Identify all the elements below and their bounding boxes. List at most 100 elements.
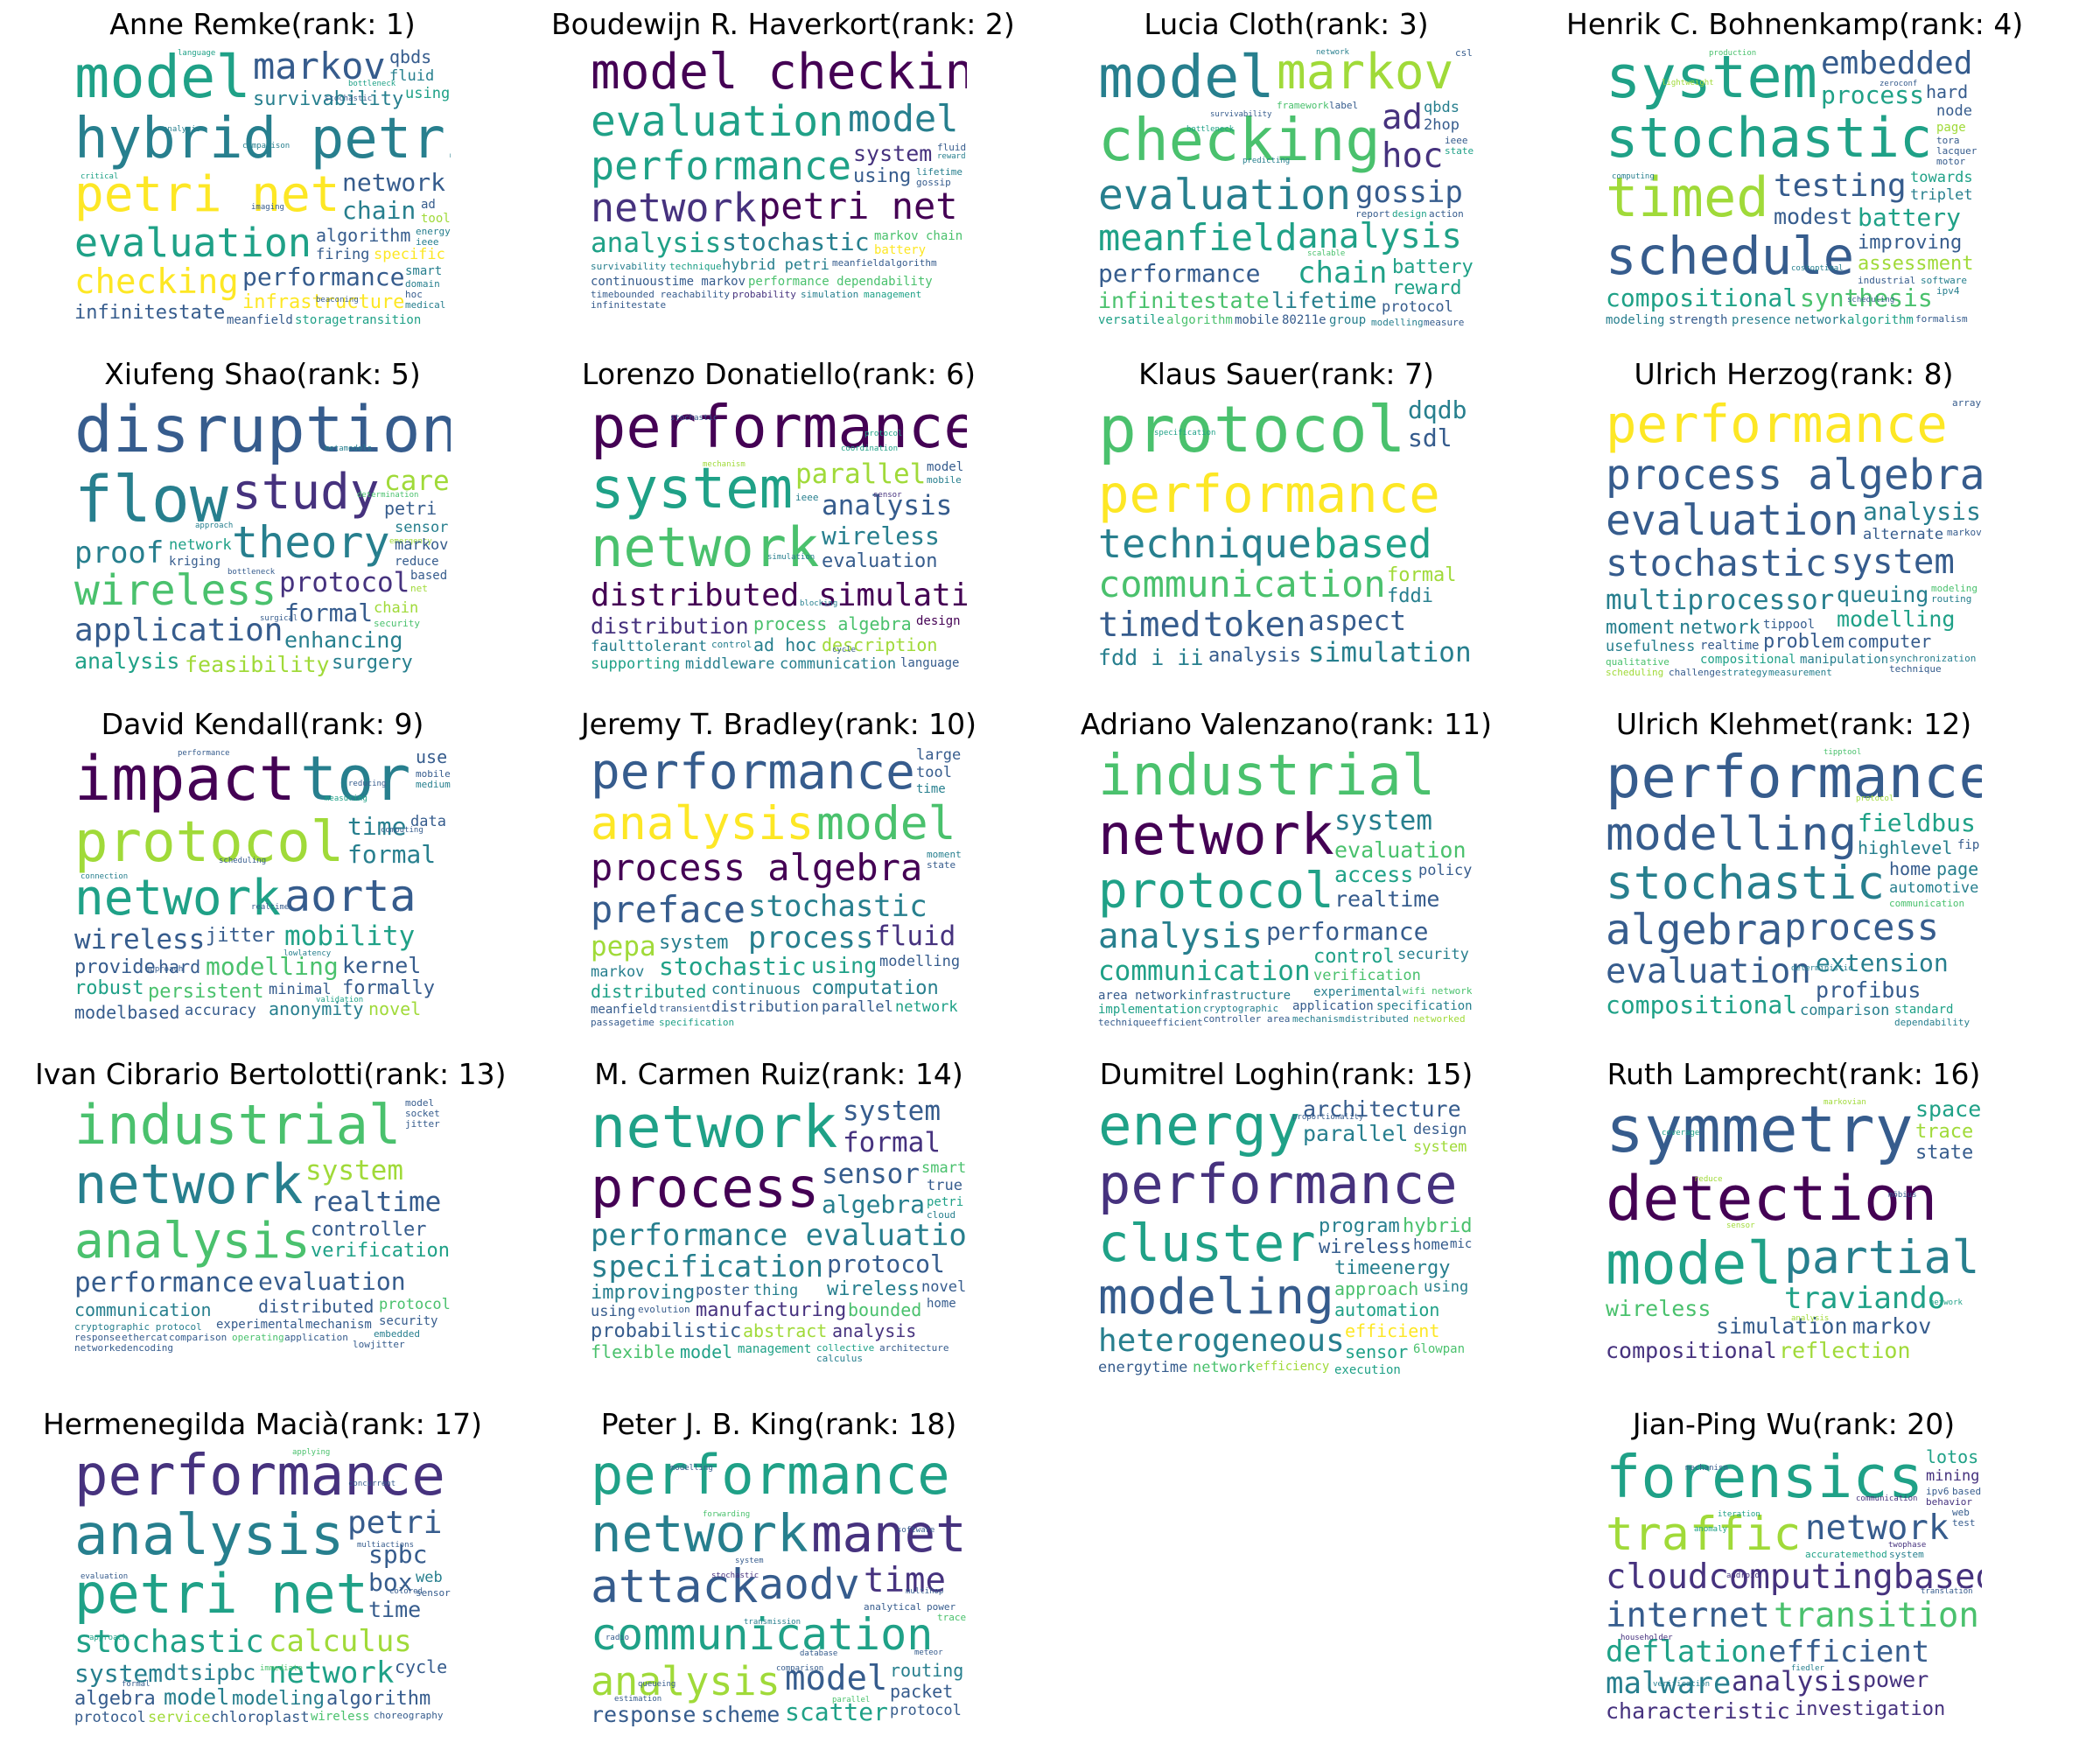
cloud-word: stochastic: [1606, 542, 1827, 584]
cloud-word: tipptool: [1824, 748, 1862, 757]
cloud-word: tool: [916, 764, 952, 781]
cloud-word: wifi network: [1403, 985, 1473, 997]
cloud-word: box: [368, 1568, 413, 1597]
cloud-word: continuous: [711, 981, 802, 998]
author-wordcloud-panel: Jian-Ping Wu(rank: 20) forensics traffic cl…: [1566, 1404, 2021, 1737]
author-wordcloud-panel: Klaus Sauer(rank: 7) protocol performance t…: [1059, 354, 1514, 687]
cloud-word: design: [1392, 208, 1427, 220]
panel-title: Anne Remke(rank: 1): [109, 7, 416, 41]
cloud-word: fluid: [937, 142, 967, 153]
cloud-word: kernel: [342, 953, 422, 978]
panel-title: Dumitrel Loghin(rank: 15): [1099, 1057, 1474, 1091]
cloud-word: parallel: [795, 458, 927, 490]
cloud-word: timed: [1606, 165, 1769, 229]
cloud-word: towards: [1910, 169, 1973, 186]
cloud-word: persistent: [148, 981, 264, 1003]
word-cloud: symmetry detection model partial traviando wi…: [1606, 1098, 1982, 1378]
cloud-word: protocol: [827, 1250, 945, 1278]
word-cloud: performance analysis model process algebra p…: [591, 748, 967, 1028]
cloud-word: efficient: [1345, 1320, 1440, 1341]
cloud-word: simulation: [767, 553, 816, 562]
cloud-word: realtime: [1334, 886, 1440, 912]
cloud-word: cloudcomputingbased: [1606, 1558, 1982, 1597]
cloud-word: standard: [1894, 1003, 1954, 1017]
cloud-word: performance: [242, 262, 405, 291]
cloud-word: wireless: [1319, 1236, 1411, 1258]
cloud-word: networked: [74, 1342, 127, 1354]
cloud-word: timed: [1098, 606, 1201, 645]
cloud-word: testing: [1774, 168, 1907, 204]
cloud-word: disruption: [74, 398, 451, 467]
cloud-word: performance: [591, 143, 852, 189]
cloud-word: hoc: [1382, 136, 1444, 176]
cloud-word: modeling: [1098, 1269, 1334, 1326]
cloud-word: modeling: [232, 1688, 325, 1710]
cloud-word: model: [405, 1098, 435, 1109]
cloud-word: implementation: [1098, 1003, 1202, 1017]
cloud-word: area network: [1098, 989, 1187, 1003]
cloud-word: network: [1193, 1359, 1256, 1376]
cloud-word: embedded: [374, 1328, 420, 1340]
cloud-word: flow: [74, 463, 228, 537]
cloud-word: jitter: [405, 1118, 440, 1130]
cloud-word: analysis: [163, 125, 201, 134]
cloud-word: metamodels: [325, 444, 373, 453]
cloud-word: system: [305, 1155, 403, 1186]
word-cloud: model hybrid petri petri net evaluation mark…: [74, 48, 451, 328]
cloud-word: impact: [74, 748, 296, 815]
cloud-word: infinitestate: [74, 302, 226, 324]
cloud-word: page: [1936, 121, 1966, 135]
cloud-word: performance: [1098, 464, 1440, 524]
cloud-word: simulation: [1716, 1313, 1848, 1339]
cloud-word: software: [1921, 275, 1967, 286]
cloud-word: lifetime: [916, 166, 962, 178]
cloud-word: process algebra: [591, 846, 923, 889]
word-cloud: model checking markov evaluation meanfield an…: [1098, 48, 1474, 328]
cloud-word: wireless: [822, 522, 940, 550]
cloud-word: petri net: [74, 166, 340, 223]
cloud-word: using: [1424, 1278, 1469, 1296]
cloud-word: modelling: [879, 953, 961, 970]
cloud-word: network: [591, 1503, 808, 1564]
cloud-word: stochastic: [711, 1572, 760, 1580]
panel-title: Adriano Valenzano(rank: 11): [1081, 707, 1492, 741]
cloud-word: modelling: [1606, 808, 1858, 861]
cloud-word: experimental: [1313, 985, 1403, 999]
cloud-word: system: [591, 457, 794, 522]
cloud-word: simulation: [1308, 637, 1472, 668]
cloud-word: stochastic: [670, 414, 718, 423]
cloud-word: alternate: [1863, 526, 1944, 543]
cloud-word: calculus: [816, 1353, 863, 1364]
cloud-word: 80211e: [1282, 313, 1326, 327]
cloud-word: sdl: [1408, 424, 1452, 452]
cloud-word: network: [591, 515, 820, 579]
cloud-word: moment: [927, 849, 962, 860]
cloud-word: gossip: [916, 177, 951, 188]
cloud-word: stochastic: [1606, 857, 1886, 910]
word-cloud: protocol performance technique based communi…: [1098, 398, 1474, 678]
cloud-word: formal: [347, 840, 437, 869]
cloud-word: network: [1679, 617, 1760, 639]
cloud-word: applying: [292, 1448, 331, 1457]
cloud-word: reduce: [395, 555, 439, 569]
cloud-word: performance: [1266, 917, 1429, 946]
cloud-word: concurrent: [348, 1480, 396, 1488]
cloud-word: traviando: [1784, 1281, 1946, 1316]
cloud-word: multiactions: [357, 1541, 415, 1550]
cloud-word: algorithm: [1847, 313, 1914, 327]
cloud-word: extension: [1816, 948, 1949, 977]
cloud-word: software: [897, 1526, 935, 1535]
cloud-word: management: [738, 1342, 812, 1356]
cloud-word: partial: [1784, 1231, 1980, 1284]
cloud-word: stochastic: [325, 94, 373, 103]
cloud-word: performance: [1098, 1152, 1458, 1216]
cloud-word: enhancing: [284, 627, 403, 653]
cloud-word: report: [1355, 208, 1390, 220]
cloud-word: mining: [1926, 1467, 1980, 1485]
cloud-word: cryptographic protocol: [74, 1321, 202, 1333]
cloud-word: using: [853, 165, 912, 187]
cloud-word: tool: [421, 212, 451, 226]
cloud-word: formal: [122, 1680, 150, 1689]
cloud-word: encoding: [127, 1342, 173, 1354]
cloud-word: protocol: [1098, 863, 1334, 920]
